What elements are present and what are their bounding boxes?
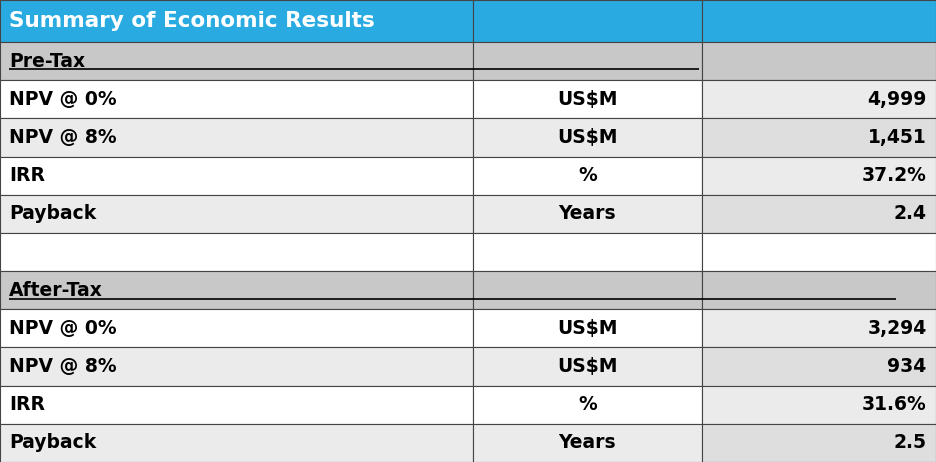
Text: Summary of Economic Results: Summary of Economic Results <box>9 11 375 31</box>
Bar <box>702 80 936 118</box>
Text: IRR: IRR <box>9 166 45 185</box>
Text: Payback: Payback <box>9 433 96 452</box>
Text: 3,294: 3,294 <box>868 319 927 338</box>
Bar <box>0 118 473 157</box>
Text: NPV @ 0%: NPV @ 0% <box>9 90 117 109</box>
Bar <box>473 80 702 118</box>
Bar <box>0 424 473 462</box>
Bar <box>702 42 936 80</box>
Text: 1,451: 1,451 <box>868 128 927 147</box>
Text: Years: Years <box>559 433 616 452</box>
Text: Payback: Payback <box>9 204 96 223</box>
Bar <box>0 80 473 118</box>
Text: 2.5: 2.5 <box>894 433 927 452</box>
Text: IRR: IRR <box>9 395 45 414</box>
Text: %: % <box>578 395 597 414</box>
Bar <box>702 0 936 42</box>
Bar <box>702 424 936 462</box>
Bar <box>702 233 936 271</box>
Bar <box>473 0 702 42</box>
Bar <box>0 233 473 271</box>
Text: Years: Years <box>559 204 616 223</box>
Text: US$M: US$M <box>557 128 618 147</box>
Bar <box>702 271 936 309</box>
Bar <box>473 42 702 80</box>
Text: After-Tax: After-Tax <box>9 281 103 300</box>
Bar <box>0 42 473 80</box>
Bar <box>473 195 702 233</box>
Bar <box>473 347 702 386</box>
Text: 2.4: 2.4 <box>894 204 927 223</box>
Text: 934: 934 <box>887 357 927 376</box>
Bar <box>0 271 473 309</box>
Bar <box>473 271 702 309</box>
Bar <box>0 157 473 195</box>
Bar <box>0 386 473 424</box>
Text: US$M: US$M <box>557 319 618 338</box>
Text: US$M: US$M <box>557 90 618 109</box>
Bar <box>0 195 473 233</box>
Bar <box>0 309 473 347</box>
Bar <box>473 424 702 462</box>
Bar <box>473 233 702 271</box>
Text: 37.2%: 37.2% <box>862 166 927 185</box>
Bar <box>0 347 473 386</box>
Bar <box>702 157 936 195</box>
Text: NPV @ 0%: NPV @ 0% <box>9 319 117 338</box>
Bar <box>473 118 702 157</box>
Bar <box>702 386 936 424</box>
Text: %: % <box>578 166 597 185</box>
Text: 4,999: 4,999 <box>868 90 927 109</box>
Bar <box>702 195 936 233</box>
Bar <box>473 157 702 195</box>
Bar <box>0 0 473 42</box>
Bar <box>473 309 702 347</box>
Text: US$M: US$M <box>557 357 618 376</box>
Bar <box>702 309 936 347</box>
Text: Pre-Tax: Pre-Tax <box>9 52 85 71</box>
Bar <box>473 386 702 424</box>
Bar <box>702 118 936 157</box>
Text: NPV @ 8%: NPV @ 8% <box>9 128 117 147</box>
Text: 31.6%: 31.6% <box>862 395 927 414</box>
Text: NPV @ 8%: NPV @ 8% <box>9 357 117 376</box>
Bar <box>702 347 936 386</box>
